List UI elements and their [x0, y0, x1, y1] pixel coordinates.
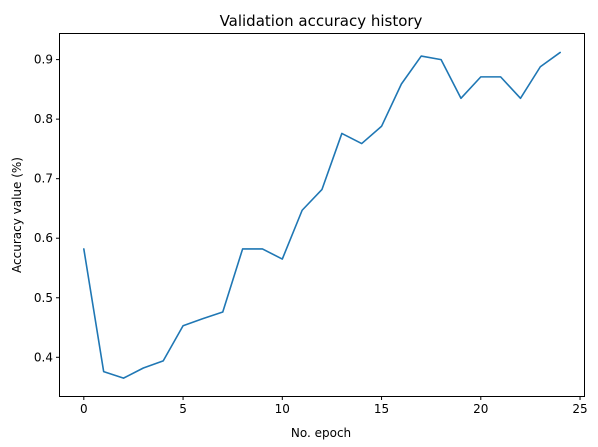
x-tick-label: 25: [572, 402, 587, 416]
y-tick-label: 0.5: [34, 291, 53, 305]
x-tick-label: 20: [473, 402, 488, 416]
x-axis-label: No. epoch: [291, 426, 351, 440]
y-tick-label: 0.6: [34, 231, 53, 245]
y-tick-label: 0.9: [34, 53, 53, 67]
y-tick-label: 0.7: [34, 172, 53, 186]
series-line: [83, 51, 561, 379]
x-tick-label: 15: [374, 402, 389, 416]
x-tick-label: 0: [80, 402, 88, 416]
x-tick-label: 5: [179, 402, 187, 416]
y-tick-label: 0.8: [34, 112, 53, 126]
y-tick-label: 0.4: [34, 350, 53, 364]
x-tick-label: 10: [275, 402, 290, 416]
plot-area: 0 5 10 15 20 25 0.4 0.5 0.6 0.7 0.8 0.9: [34, 33, 588, 416]
axes-frame: [59, 33, 585, 397]
x-axis: 0 5 10 15 20 25: [80, 396, 588, 416]
y-axis-label: Accuracy value (%): [10, 157, 24, 273]
y-axis: 0.4 0.5 0.6 0.7 0.8 0.9: [34, 53, 60, 364]
chart-title: Validation accuracy history: [220, 12, 423, 30]
